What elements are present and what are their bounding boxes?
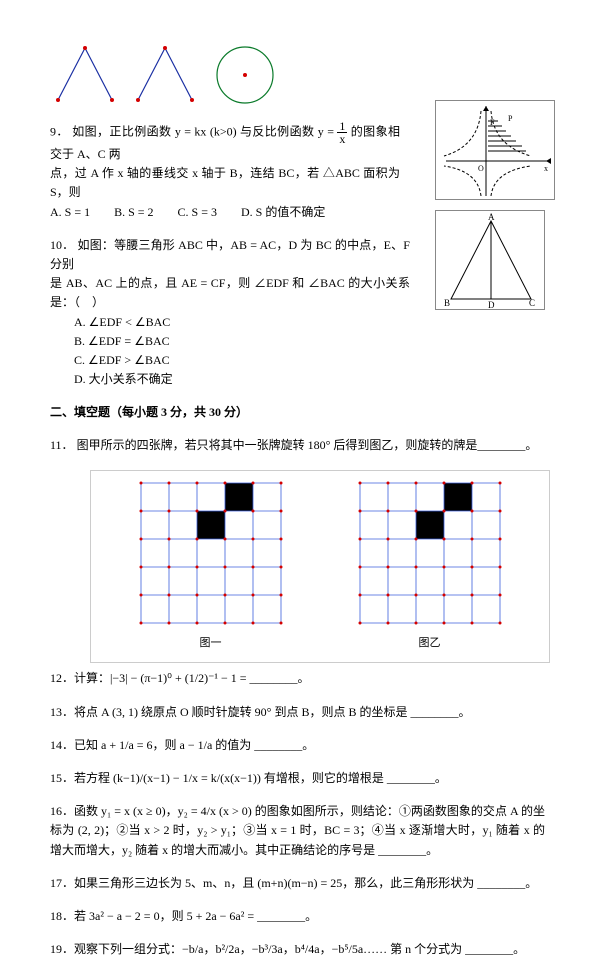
problem-17: 17．如果三角形三边长为 5、m、n，且 (m+n)(m−n) = 25，那么，… xyxy=(50,874,545,893)
p19-num: 19． xyxy=(50,942,74,956)
problem-14: 14．已知 a + 1/a = 6，则 a − 1/a 的值为 ________… xyxy=(50,736,545,755)
problem-19: 19．观察下列一组分式：−b/a，b²/2a，−b³/3a，b⁴/4a，−b⁵/… xyxy=(50,940,545,959)
p16-num: 16． xyxy=(50,804,74,818)
label-x: x xyxy=(544,164,548,173)
label-A: A xyxy=(488,212,495,222)
diagram-hyperbola: F P O x xyxy=(435,100,555,200)
p11-num: 11． xyxy=(50,438,74,452)
p10-num: 10． xyxy=(50,238,74,252)
label-P: P xyxy=(508,114,513,123)
p12-text: 计算：|−3| − (π−1)⁰ + (1/2)⁻¹ − 1 = _______… xyxy=(74,671,310,685)
problem-15: 15．若方程 (k−1)/(x−1) − 1/x = k/(x(x−1)) 有增… xyxy=(50,769,545,788)
diagram-circle xyxy=(210,40,280,110)
p18-num: 18． xyxy=(50,909,74,923)
label-B: B xyxy=(444,298,450,308)
diagram-iso-triangle: A B C D xyxy=(435,210,545,310)
p10-optA: A. ∠EDF < ∠BAC xyxy=(74,313,410,332)
problem-13: 13．将点 A (3, 1) 绕原点 O 顺时针旋转 90° 到点 B，则点 B… xyxy=(50,703,545,722)
fill-header: 二、填空题（每小题 3 分，共 30 分） xyxy=(50,405,248,419)
p10-stem-a: 如图：等腰三角形 ABC 中，AB = AC，D 为 BC 的中点，E、F 分别 xyxy=(50,238,410,271)
p18-text: 若 3a² − a − 2 = 0，则 5 + 2a − 6a² = _____… xyxy=(74,909,317,923)
p16-text: 函数 y₁ = x (x ≥ 0)，y₂ = 4/x (x > 0) 的图象如图… xyxy=(50,804,545,856)
grid-right xyxy=(358,481,502,625)
p14-text: 已知 a + 1/a = 6，则 a − 1/a 的值为 ________。 xyxy=(74,738,314,752)
p17-text: 如果三角形三边长为 5、m、n，且 (m+n)(m−n) = 25，那么，此三角… xyxy=(74,876,537,890)
p12-num: 12． xyxy=(50,671,74,685)
label-F: F xyxy=(490,118,495,127)
section-2-header: 二、填空题（每小题 3 分，共 30 分） xyxy=(50,403,545,422)
problem-12: 12．计算：|−3| − (π−1)⁰ + (1/2)⁻¹ − 1 = ____… xyxy=(50,669,545,688)
p11-text: 图甲所示的四张牌，若只将其中一张牌旋转 180° 后得到图乙，则旋转的牌是___… xyxy=(77,438,538,452)
p15-text: 若方程 (k−1)/(x−1) − 1/x = k/(x(x−1)) 有增根，则… xyxy=(74,771,447,785)
label-C: C xyxy=(529,298,535,308)
p19-text: 观察下列一组分式：−b/a，b²/2a，−b³/3a，b⁴/4a，−b⁵/5a…… xyxy=(74,942,525,956)
p17-num: 17． xyxy=(50,876,74,890)
grid-figure-box: 图一 图乙 xyxy=(90,470,550,664)
label-O: O xyxy=(478,164,484,173)
grid-left xyxy=(139,481,283,625)
grid-right-label: 图乙 xyxy=(358,635,502,653)
label-D: D xyxy=(488,300,495,310)
p13-num: 13． xyxy=(50,705,74,719)
p9-options: A. S = 1 B. S = 2 C. S = 3 D. S 的值不确定 xyxy=(50,205,325,219)
problem-9: 9． 如图，正比例函数 y = kx (k>0) 与反比例函数 y = 1 x … xyxy=(50,120,400,222)
p10-optC: C. ∠EDF > ∠BAC xyxy=(74,351,410,370)
p10-line2: 是 AB、AC 上的点，且 AE = CF，则 ∠EDF 和 ∠BAC 的大小关… xyxy=(50,276,410,309)
diagram-triangle-2 xyxy=(130,40,200,108)
p13-text: 将点 A (3, 1) 绕原点 O 顺时针旋转 90° 到点 B，则点 B 的坐… xyxy=(74,705,470,719)
problem-18: 18．若 3a² − a − 2 = 0，则 5 + 2a − 6a² = __… xyxy=(50,907,545,926)
p9-line2: 点，过 A 作 x 轴的垂线交 x 轴于 B，连结 BC，若 △ABC 面积为 … xyxy=(50,166,400,199)
p9-num: 9． xyxy=(50,124,69,138)
right-figure-column: F P O x A B C D xyxy=(435,100,555,316)
p9-frac-den: x xyxy=(337,133,347,145)
diagram-triangle-1 xyxy=(50,40,120,108)
p9-stem-a: 如图，正比例函数 y = kx (k>0) 与反比例函数 y = xyxy=(72,124,337,138)
grid-left-label: 图一 xyxy=(139,635,283,653)
p15-num: 15． xyxy=(50,771,74,785)
p10-optD: D. 大小关系不确定 xyxy=(74,370,410,389)
problem-16: 16．函数 y₁ = x (x ≥ 0)，y₂ = 4/x (x > 0) 的图… xyxy=(50,802,545,860)
p14-num: 14． xyxy=(50,738,74,752)
p10-optB: B. ∠EDF = ∠BAC xyxy=(74,332,410,351)
problem-10: 10． 如图：等腰三角形 ABC 中，AB = AC，D 为 BC 的中点，E、… xyxy=(50,236,410,390)
problem-11: 11． 图甲所示的四张牌，若只将其中一张牌旋转 180° 后得到图乙，则旋转的牌… xyxy=(50,436,545,455)
